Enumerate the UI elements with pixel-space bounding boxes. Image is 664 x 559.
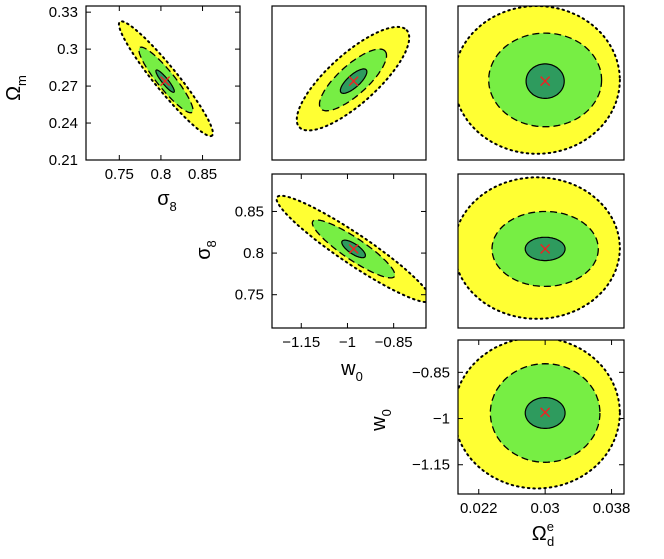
x-tick-label: −1.15	[282, 334, 320, 351]
panel-Od-vs-w0: 0.022 0.03 0.038 −1.15 −1 −0.85	[412, 339, 631, 517]
panel-s8-vs-Om: 0.75 0.8 0.85 0.21 0.24 0.27 0.3 0.33	[49, 4, 241, 183]
y-tick-label: 0.21	[49, 152, 78, 169]
svg-text:σ8: σ8	[193, 240, 219, 260]
x-axis-label-sigma-8: σ8	[157, 188, 177, 214]
y-axis-label-sigma-8: σ8	[193, 240, 219, 260]
panel-w0-vs-Om	[271, 5, 427, 161]
x-tick-label: 0.75	[105, 166, 134, 183]
x-tick-label: 0.85	[188, 166, 217, 183]
fiducial-marker	[348, 243, 359, 254]
y-tick-label: 0.85	[235, 203, 264, 220]
fiducial-marker	[540, 243, 551, 254]
y-tick-label: −0.85	[412, 364, 450, 381]
y-tick-label: 0.3	[57, 41, 78, 58]
fiducial-marker	[160, 76, 171, 87]
svg-text:Ωed: Ωe d	[532, 519, 554, 549]
x-tick-label: 0.022	[460, 500, 498, 517]
x-axis-label-w0: w0	[340, 358, 363, 384]
panel-frame	[457, 5, 625, 161]
fiducial-marker	[348, 76, 359, 87]
panel-frame	[85, 5, 241, 161]
x-tick-label: 0.03	[531, 500, 560, 517]
panel-Od-vs-s8	[457, 173, 625, 329]
panel-frame	[457, 339, 625, 495]
svg-text:w0: w0	[340, 358, 363, 384]
panel-frame	[271, 5, 427, 161]
x-axis-label-omega-d-e: Ωe d	[532, 519, 554, 549]
y-tick-label: 0.24	[49, 115, 78, 132]
svg-text:w0: w0	[368, 409, 394, 432]
panel-Od-vs-Om	[457, 5, 625, 161]
x-tick-label: −0.85	[375, 334, 413, 351]
y-tick-label: −1.15	[412, 457, 450, 474]
panel-frame	[457, 173, 625, 329]
y-tick-label: 0.75	[235, 287, 264, 304]
y-tick-label: 0.8	[243, 245, 264, 262]
y-tick-label: 0.27	[49, 78, 78, 95]
x-tick-label: 0.038	[593, 500, 631, 517]
y-axis-label-omega-m: Ωm	[3, 75, 29, 101]
y-tick-label: −1	[433, 411, 450, 428]
x-tick-label: −1	[339, 334, 356, 351]
svg-text:Ωm: Ωm	[3, 75, 29, 101]
panel-w0-vs-s8: −1.15 −1 −0.85 0.75 0.8 0.85	[235, 173, 427, 351]
fiducial-marker	[540, 76, 551, 87]
x-tick-label: 0.8	[150, 166, 171, 183]
panel-frame	[271, 173, 427, 329]
y-axis-label-w0: w0	[368, 409, 394, 432]
svg-text:σ8: σ8	[157, 188, 177, 214]
fiducial-marker	[540, 407, 551, 418]
y-tick-label: 0.33	[49, 4, 78, 21]
